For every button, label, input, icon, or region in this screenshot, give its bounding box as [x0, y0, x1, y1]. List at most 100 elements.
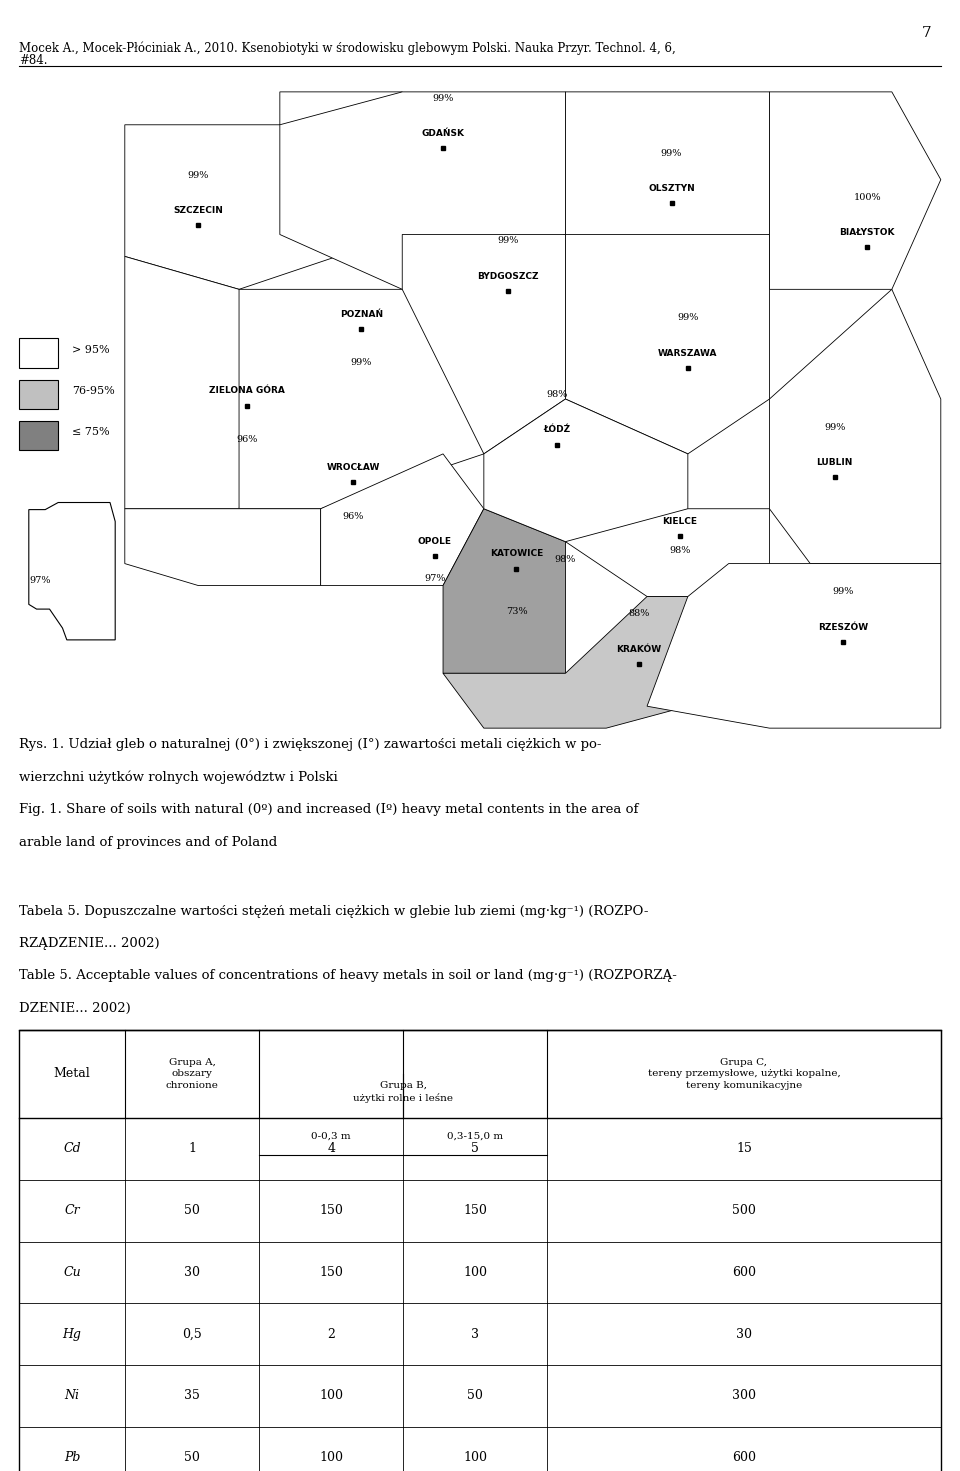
Text: WARSZAWA: WARSZAWA — [659, 349, 717, 357]
Polygon shape — [280, 91, 565, 290]
Polygon shape — [125, 91, 402, 290]
Text: ≤ 75%: ≤ 75% — [72, 428, 109, 437]
FancyBboxPatch shape — [19, 421, 58, 450]
Text: 150: 150 — [464, 1205, 487, 1217]
Text: 100: 100 — [319, 1452, 344, 1464]
Text: 3: 3 — [471, 1328, 479, 1340]
Text: 99%: 99% — [497, 237, 519, 246]
Text: 96%: 96% — [343, 512, 364, 521]
Text: wierzchni użytków rolnych województw i Polski: wierzchni użytków rolnych województw i P… — [19, 771, 338, 784]
Text: 99%: 99% — [832, 587, 853, 596]
Text: KIELCE: KIELCE — [662, 516, 697, 525]
Text: Fig. 1. Share of soils with natural (0º) and increased (Iº) heavy metal contents: Fig. 1. Share of soils with natural (0º)… — [19, 803, 638, 816]
Text: 150: 150 — [320, 1205, 343, 1217]
Text: GDAŃSK: GDAŃSK — [421, 129, 465, 138]
Text: RZĄDZENIE... 2002): RZĄDZENIE... 2002) — [19, 937, 159, 950]
FancyBboxPatch shape — [19, 338, 58, 368]
Text: > 95%: > 95% — [72, 346, 109, 355]
Text: 96%: 96% — [236, 435, 258, 444]
Text: 50: 50 — [184, 1205, 200, 1217]
Text: WROCŁAW: WROCŁAW — [326, 463, 380, 472]
Text: 150: 150 — [320, 1267, 343, 1278]
Text: 99%: 99% — [350, 357, 372, 368]
Text: 30: 30 — [184, 1267, 200, 1278]
Text: 35: 35 — [184, 1390, 200, 1402]
Polygon shape — [125, 256, 280, 509]
Text: 50: 50 — [468, 1390, 483, 1402]
Text: 98%: 98% — [669, 546, 690, 555]
Text: 2: 2 — [327, 1328, 335, 1340]
Text: Mocek A., Mocek-Płóciniak A., 2010. Ksenobiotyki w środowisku glebowym Polski. N: Mocek A., Mocek-Płóciniak A., 2010. Ksen… — [19, 41, 676, 54]
Polygon shape — [565, 509, 769, 597]
Text: KATOWICE: KATOWICE — [490, 550, 543, 559]
Text: Table 5. Acceptable values of concentrations of heavy metals in soil or land (mg: Table 5. Acceptable values of concentrat… — [19, 969, 677, 983]
Text: Ni: Ni — [64, 1390, 80, 1402]
Text: Tabela 5. Dopuszczalne wartości stężeń metali ciężkich w glebie lub ziemi (mg·kg: Tabela 5. Dopuszczalne wartości stężeń m… — [19, 905, 649, 918]
Text: 99%: 99% — [677, 313, 699, 322]
Text: 100%: 100% — [853, 193, 881, 202]
Text: ZIELONA GÓRA: ZIELONA GÓRA — [209, 387, 285, 396]
Text: 97%: 97% — [424, 574, 445, 583]
Polygon shape — [769, 290, 941, 563]
Text: Pb: Pb — [63, 1452, 81, 1464]
Text: 0-0,3 m: 0-0,3 m — [311, 1131, 351, 1141]
FancyBboxPatch shape — [19, 380, 58, 409]
Text: 500: 500 — [732, 1205, 756, 1217]
Polygon shape — [29, 503, 115, 640]
Text: Cd: Cd — [63, 1143, 81, 1155]
Text: #84.: #84. — [19, 54, 48, 68]
Text: LUBLIN: LUBLIN — [817, 459, 852, 468]
Text: 5: 5 — [471, 1143, 479, 1155]
Text: Rys. 1. Udział gleb o naturalnej (0°) i zwiększonej (I°) zawartości metali ciężk: Rys. 1. Udział gleb o naturalnej (0°) i … — [19, 738, 602, 752]
Text: 1: 1 — [188, 1143, 196, 1155]
Polygon shape — [565, 234, 769, 455]
Text: Grupa B,
użytki rolne i leśne: Grupa B, użytki rolne i leśne — [353, 1081, 453, 1103]
Text: 100: 100 — [463, 1452, 487, 1464]
Text: 0,5: 0,5 — [182, 1328, 202, 1340]
Text: 100: 100 — [463, 1267, 487, 1278]
Polygon shape — [565, 91, 769, 290]
Text: 30: 30 — [736, 1328, 752, 1340]
Polygon shape — [647, 563, 941, 728]
Text: Cr: Cr — [64, 1205, 80, 1217]
Text: SZCZECIN: SZCZECIN — [174, 206, 223, 215]
Text: 76-95%: 76-95% — [72, 387, 115, 396]
Text: arable land of provinces and of Poland: arable land of provinces and of Poland — [19, 836, 277, 849]
Text: 97%: 97% — [29, 577, 51, 585]
Polygon shape — [239, 290, 484, 509]
Polygon shape — [769, 91, 941, 290]
Polygon shape — [443, 597, 810, 728]
Text: 99%: 99% — [432, 94, 454, 103]
Text: 88%: 88% — [628, 609, 650, 618]
Text: 100: 100 — [319, 1390, 344, 1402]
Polygon shape — [125, 509, 321, 585]
Text: ŁÓDŹ: ŁÓDŹ — [543, 425, 571, 434]
Text: 4: 4 — [327, 1143, 335, 1155]
Polygon shape — [402, 234, 565, 455]
Text: RZESZÓW: RZESZÓW — [818, 622, 868, 631]
Text: 99%: 99% — [660, 149, 683, 157]
Text: Hg: Hg — [62, 1328, 82, 1340]
Text: BIAŁYSTOK: BIAŁYSTOK — [840, 228, 895, 237]
Text: 73%: 73% — [506, 608, 527, 616]
Text: 99%: 99% — [824, 424, 846, 432]
Polygon shape — [443, 509, 565, 674]
Text: Grupa C,
tereny przemysłowe, użytki kopalne,
tereny komunikacyjne: Grupa C, tereny przemysłowe, użytki kopa… — [648, 1058, 840, 1090]
Text: 98%: 98% — [555, 555, 576, 563]
Text: 600: 600 — [732, 1267, 756, 1278]
Polygon shape — [484, 399, 687, 563]
Text: 600: 600 — [732, 1452, 756, 1464]
Text: BYDGOSZCZ: BYDGOSZCZ — [477, 272, 540, 281]
Text: KRAKÓW: KRAKÓW — [616, 644, 661, 653]
Text: 50: 50 — [184, 1452, 200, 1464]
Text: 7: 7 — [922, 26, 931, 41]
Text: Grupa A,
obszary
chronione: Grupa A, obszary chronione — [165, 1058, 219, 1090]
Text: 98%: 98% — [546, 390, 568, 399]
Text: Metal: Metal — [54, 1068, 90, 1080]
Text: Cu: Cu — [63, 1267, 81, 1278]
Text: DZENIE... 2002): DZENIE... 2002) — [19, 1002, 131, 1015]
Text: 0,3-15,0 m: 0,3-15,0 m — [447, 1131, 503, 1141]
Text: 99%: 99% — [187, 171, 209, 179]
Text: 15: 15 — [736, 1143, 752, 1155]
Polygon shape — [321, 455, 484, 585]
